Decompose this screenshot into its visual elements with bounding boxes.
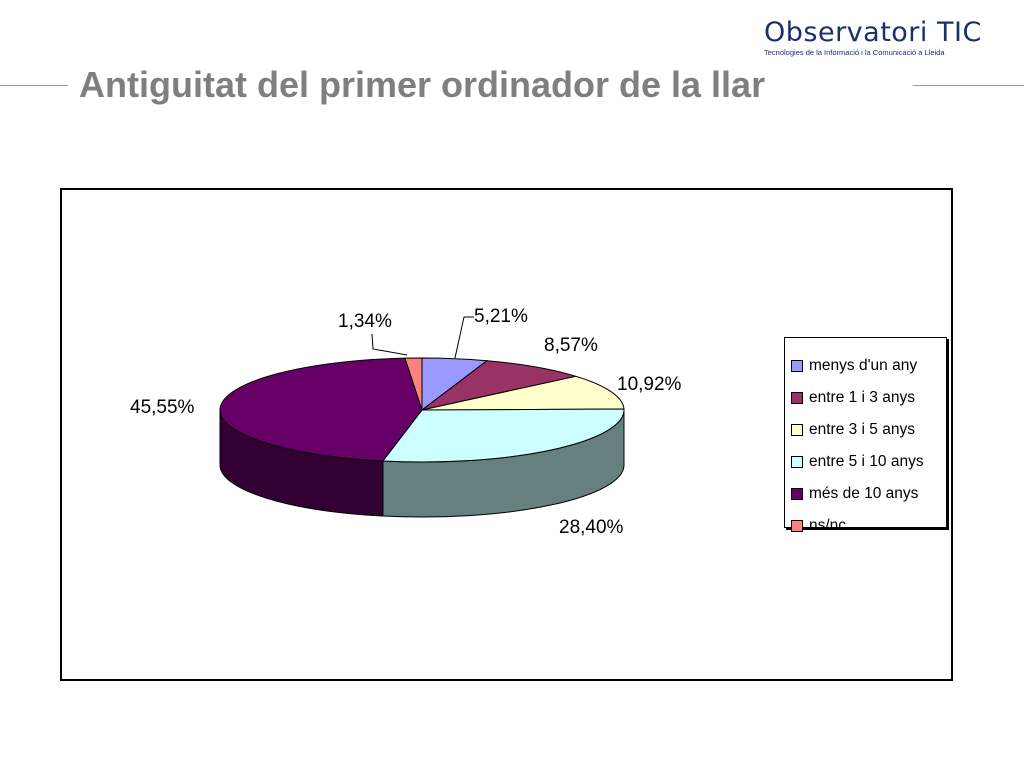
title-rule-right — [913, 85, 1024, 86]
legend-item-mes-de-10-anys: més de 10 anys — [791, 478, 946, 510]
leader-line-menys-d-un-any — [454, 316, 474, 359]
data-label-entre-3-i-5-anys: 10,92% — [617, 374, 682, 395]
chart-frame: 5,21% 8,57% 10,92% 28,40% 45,55% 1,34% menys … — [60, 188, 953, 681]
data-label-entre-1-i-3-anys: 8,57% — [544, 335, 598, 356]
pie-top-group — [219, 357, 625, 463]
legend-item-entre-1-i-3-anys: entre 1 i 3 anys — [791, 382, 946, 414]
legend-label: entre 1 i 3 anys — [809, 389, 915, 406]
pie-chart: 5,21% 8,57% 10,92% 28,40% 45,55% 1,34% — [130, 306, 682, 538]
data-label-entre-5-i-10-anys: 28,40% — [559, 517, 624, 538]
legend-swatch — [791, 392, 803, 404]
pie-slice-entre-5-i-10-anys — [381, 408, 625, 463]
legend-item-ns-nc: ns/nc — [791, 510, 946, 542]
pie-slice-entre-1-i-3-anys — [421, 360, 578, 411]
legend-label: ns/nc — [809, 517, 847, 534]
legend-item-menys-d-un-any: menys d'un any — [791, 350, 946, 382]
legend-swatch — [791, 424, 803, 436]
logo-name: Observatori TIC — [764, 17, 982, 48]
slide-title: Antiguitat del primer ordinador de la ll… — [79, 64, 766, 105]
legend-item-entre-5-i-10-anys: entre 5 i 10 anys — [791, 446, 946, 478]
legend-label: entre 5 i 10 anys — [809, 453, 924, 470]
leader-line-ns-nc — [371, 333, 408, 356]
legend-swatch — [791, 360, 803, 372]
pie-slice-mes-de-10-anys — [219, 357, 423, 462]
legend-swatch — [791, 456, 803, 468]
pie-slice-ns-nc — [404, 357, 423, 411]
observatori-tic-logo: Observatori TIC Tecnologies de la Inform… — [764, 18, 986, 58]
chart-legend: menys d'un any entre 1 i 3 anys entre 3 i … — [784, 337, 947, 534]
data-label-mes-de-10-anys: 45,55% — [130, 397, 195, 418]
legend-label: entre 3 i 5 anys — [809, 421, 915, 438]
legend-label: menys d'un any — [809, 357, 918, 374]
legend-swatch — [791, 488, 803, 500]
logo-tagline: Tecnologies de la Informació i la Comuni… — [764, 48, 945, 57]
legend-swatch — [791, 520, 803, 532]
legend-label: més de 10 anys — [809, 485, 919, 502]
data-label-menys-d-un-any: 5,21% — [474, 306, 528, 327]
title-rule-left — [0, 85, 68, 86]
data-label-ns-nc: 1,34% — [338, 311, 392, 332]
pie-slice-entre-3-i-5-anys — [421, 375, 625, 411]
legend-item-entre-3-i-5-anys: entre 3 i 5 anys — [791, 414, 946, 446]
